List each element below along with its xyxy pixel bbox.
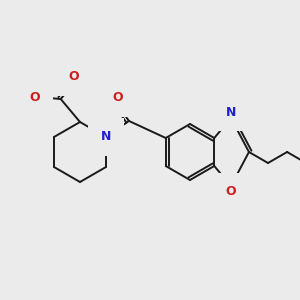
Text: O: O bbox=[226, 185, 236, 198]
Text: O: O bbox=[112, 91, 123, 104]
Text: N: N bbox=[226, 106, 236, 118]
Text: O: O bbox=[29, 91, 40, 103]
Text: N: N bbox=[101, 130, 111, 143]
Text: O: O bbox=[68, 70, 79, 83]
